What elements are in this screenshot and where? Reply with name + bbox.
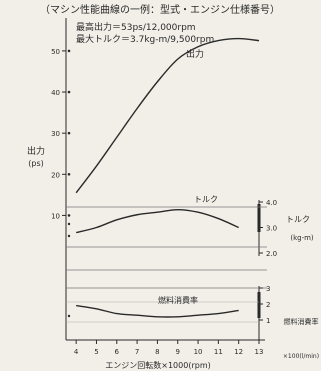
torque-ytick-label: 3.0 (266, 225, 277, 233)
right-torque-unit: トルク (286, 215, 310, 224)
x-tick-label: 8 (155, 348, 159, 356)
chart-marks (75, 37, 260, 318)
x-tick-label: 11 (214, 348, 223, 356)
left-axis-dot (67, 222, 71, 226)
power-ytick-label: 40 (51, 89, 60, 97)
fuel-curve-label: 燃料消費率 (158, 295, 198, 305)
x-tick-label: 9 (176, 348, 180, 356)
power-ytick-dot (67, 214, 71, 217)
left-axis-dot (67, 314, 71, 318)
x-tick-label: 5 (94, 348, 98, 356)
left-axis-unit: 出力 (27, 145, 45, 157)
power-ytick-label: 50 (51, 48, 60, 56)
x-tick-label: 4 (74, 348, 79, 356)
power-ytick-label: 20 (51, 171, 60, 179)
x-tick-label: 6 (115, 348, 120, 356)
torque-curve-line (75, 208, 239, 234)
x-tick-label: 12 (234, 348, 243, 356)
power-ytick-dot (67, 49, 71, 53)
torque-ytick-label: 2.0 (266, 250, 277, 258)
power-ytick-dot (67, 131, 71, 135)
max-torque-annotation: 最大トルク＝3.7kg-m/9,500rpm (76, 33, 214, 45)
left-axis-dot (67, 234, 71, 238)
torque-ytick-label: 4.0 (266, 199, 277, 207)
power-curve-line (75, 37, 260, 194)
left-axis-unit-sub: (ps) (28, 159, 44, 168)
chart-frame (65, 18, 265, 341)
x-tick-label: 10 (194, 348, 203, 356)
fuel-ytick-label: 3 (266, 285, 270, 293)
torque-curve-label: トルク (194, 195, 218, 204)
fuel-ytick-label: 2 (266, 301, 270, 309)
power-curve-label: 出力 (186, 48, 204, 60)
right-torque-unit-sub: (kg-m) (290, 234, 314, 242)
right-fuel-unit: 燃料消費率 (284, 317, 319, 326)
x-tick-label: 7 (135, 348, 139, 356)
power-ytick-dot (67, 173, 71, 176)
fuel-ytick-label: 1 (266, 317, 270, 325)
fuel-curve-line (76, 304, 239, 318)
grid-lines (66, 206, 267, 323)
power-ytick-label: 30 (51, 130, 60, 138)
x-tick-label: 13 (255, 348, 264, 356)
power-ytick-label: 10 (51, 212, 60, 220)
power-ytick-dot (67, 90, 71, 94)
right-fuel-unit-sub: ×100(l/min) (283, 353, 319, 360)
x-axis-label: エンジン回転数×1000(rpm) (105, 360, 210, 370)
top-caption: （マシン性能曲線の一例：型式・エンジン仕様番号） (40, 3, 280, 16)
max-power-annotation: 最高出力＝53ps/12,000rpm (76, 21, 196, 33)
